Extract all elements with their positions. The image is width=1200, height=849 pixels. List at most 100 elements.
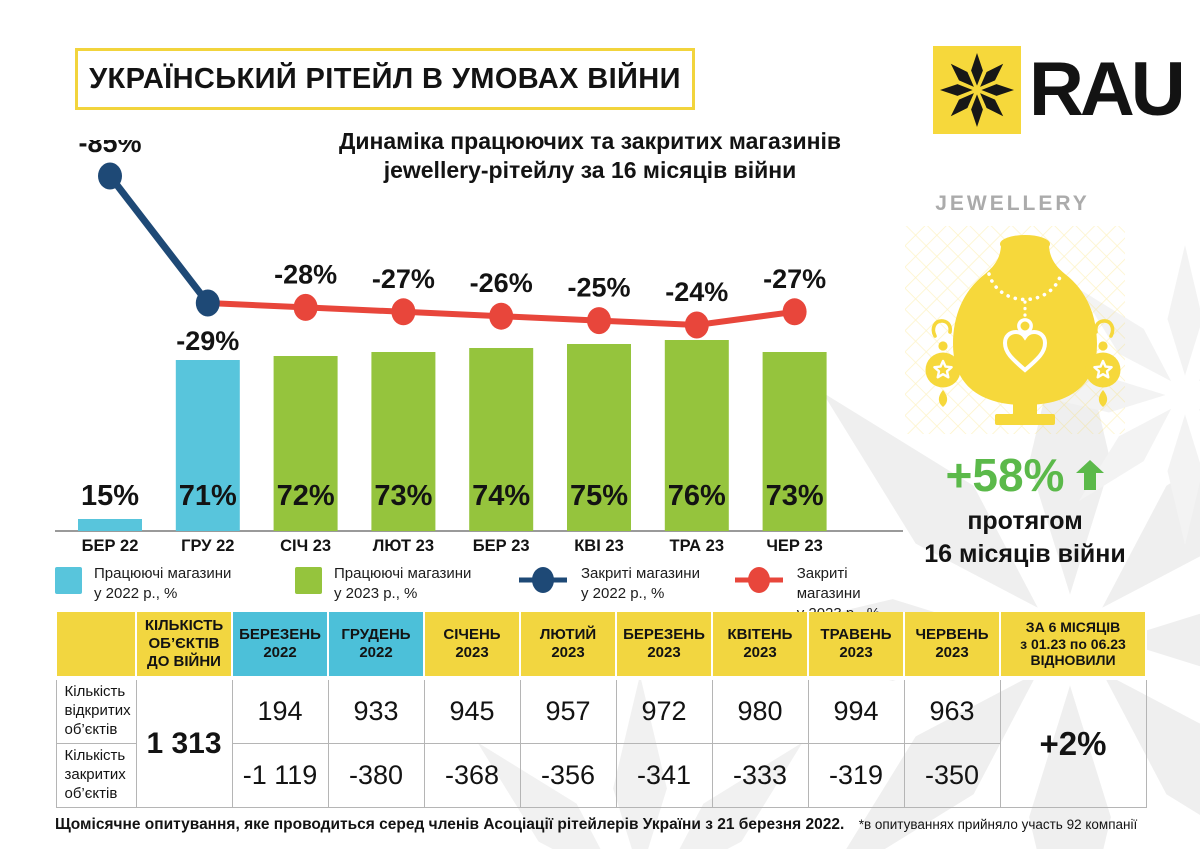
table-header-cell: СІЧЕНЬ 2023 xyxy=(423,612,521,680)
data-table-wrap: КІЛЬКІСТЬ ОБ’ЄКТІВ ДО ВІЙНИ БЕРЕЗЕНЬ 2022… xyxy=(55,612,1147,808)
table-cell: 957 xyxy=(519,677,617,744)
table-cell: -368 xyxy=(423,743,521,808)
table-cell: 945 xyxy=(423,677,521,744)
line-point xyxy=(293,293,318,321)
bar-value-label: 74% xyxy=(472,480,530,512)
table-row: Кількість закритих об’єктів -1 119 -380 -36… xyxy=(55,743,1146,808)
table-row: Кількість відкритих об’єктів 1 313 194 933 9… xyxy=(55,677,1147,808)
line-point xyxy=(98,162,122,190)
chart-bar xyxy=(78,519,142,531)
line-point xyxy=(195,289,220,317)
bar-value-label: 71% xyxy=(179,480,237,512)
line-point xyxy=(587,307,611,335)
table-cell: 994 xyxy=(807,677,905,744)
earring-icon xyxy=(1085,319,1121,407)
legend-line-dot-icon xyxy=(735,567,783,593)
growth-percent: +58% xyxy=(945,449,1065,501)
table-header-cell: ГРУДЕНЬ 2022 xyxy=(327,612,425,680)
table-cell: 972 xyxy=(615,677,713,744)
chart-bar xyxy=(469,348,534,531)
legend-label: Працюючі магазини у 2023 р., % xyxy=(334,565,472,602)
data-table: КІЛЬКІСТЬ ОБ’ЄКТІВ ДО ВІЙНИ БЕРЕЗЕНЬ 2022… xyxy=(55,612,1147,808)
necklace-chain xyxy=(987,272,1063,302)
line-point xyxy=(391,298,416,326)
jewellery-panel-label: JEWELLERY xyxy=(935,192,1090,215)
x-axis-label: ТРА 23 xyxy=(670,537,725,555)
title-banner: УКРАЇНСЬКИЙ РІТЕЙЛ В УМОВАХ ВІЙНИ xyxy=(75,48,695,110)
line-value-label: -29% xyxy=(176,326,239,356)
chart-bar xyxy=(664,340,729,531)
footer-note: Щомісячне опитування, яке проводиться се… xyxy=(55,816,1155,834)
page-title: УКРАЇНСЬКИЙ РІТЕЙЛ В УМОВАХ ВІЙНИ xyxy=(89,62,681,95)
table-header-cell: ТРАВЕНЬ 2023 xyxy=(807,612,905,680)
table-cell: -1 119 xyxy=(231,743,329,808)
legend-swatch-icon xyxy=(55,567,82,594)
line-value-label: -25% xyxy=(567,273,630,303)
x-axis-label: СІЧ 23 xyxy=(280,537,331,555)
table-header-cell: БЕРЕЗЕНЬ 2023 xyxy=(615,612,713,680)
table-header-cell: КІЛЬКІСТЬ ОБ’ЄКТІВ ДО ВІЙНИ xyxy=(135,612,233,680)
chart-title: Динаміка працюючих та закритих магазинів… xyxy=(338,128,842,184)
bar-value-label: 76% xyxy=(668,480,726,512)
recovery-percent-cell: +2% xyxy=(999,677,1147,808)
line-value-label: -26% xyxy=(470,268,533,298)
line-value-label: -27% xyxy=(763,264,826,294)
chart-bar xyxy=(762,352,827,531)
chart-bar xyxy=(567,344,631,531)
line-point xyxy=(684,311,709,339)
legend-item: Працюючі магазини у 2023 р., % xyxy=(295,564,471,604)
table-row-label: Кількість відкритих об’єктів xyxy=(55,677,137,744)
growth-note: протягом 16 місяців війни xyxy=(924,507,1126,568)
table-cell: -356 xyxy=(519,743,617,808)
up-arrow-icon xyxy=(1076,460,1105,490)
earring-icon xyxy=(925,319,961,407)
line-point xyxy=(782,298,807,326)
table-cell: -341 xyxy=(615,743,713,808)
table-cell: -350 xyxy=(903,743,1001,808)
footer-participants-note: *в опитуваннях прийняло участь 92 компан… xyxy=(858,817,1138,832)
rau-star-icon xyxy=(933,46,1021,134)
table-row-label: Кількість закритих об’єктів xyxy=(55,743,137,808)
x-axis-label: БЕР 22 xyxy=(82,537,139,555)
table-cell: -319 xyxy=(807,743,905,808)
legend-item: Закриті магазини у 2022 р., % xyxy=(517,564,700,604)
table-header-cell xyxy=(55,612,137,680)
table-header-cell: ЧЕРВЕНЬ 2023 xyxy=(903,612,1001,680)
table-header-cell: БЕРЕЗЕНЬ 2022 xyxy=(231,612,329,680)
chart-bar xyxy=(371,352,436,531)
footer-survey-text: Щомісячне опитування, яке проводиться се… xyxy=(55,816,845,833)
table-cell: 194 xyxy=(231,677,329,744)
chart: 15% 71% 72% 73% 74% 75% 76% 73% БЕР 22 ГРУ 22 СІЧ … xyxy=(55,140,903,555)
chart-legend: Працюючі магазини у 2022 р., % Працюючі м… xyxy=(55,564,915,622)
x-axis-label: БЕР 23 xyxy=(473,537,530,555)
legend-label: Закриті магазини у 2022 р., % xyxy=(581,565,700,602)
table-cell: -333 xyxy=(711,743,809,808)
pendant-ring xyxy=(1017,318,1033,334)
chart-bar xyxy=(175,360,240,531)
pre-war-total-cell: 1 313 xyxy=(135,677,233,808)
rau-logo: RAU xyxy=(933,46,1186,134)
table-cell: 980 xyxy=(711,677,809,744)
chart-bar xyxy=(273,356,338,531)
legend-swatch-icon xyxy=(295,567,322,594)
chart-line xyxy=(107,173,211,306)
table-cell: 933 xyxy=(327,677,425,744)
legend-item: Працюючі магазини у 2022 р., % xyxy=(55,564,231,604)
rau-logo-text: RAU xyxy=(1029,47,1186,132)
bar-value-label: 75% xyxy=(570,480,628,512)
bar-value-label: 73% xyxy=(374,480,432,512)
line-value-label: -24% xyxy=(665,277,728,307)
line-value-label: -27% xyxy=(372,264,435,294)
table-header-cell: ЛЮТИЙ 2023 xyxy=(519,612,617,680)
x-axis-label: КВІ 23 xyxy=(574,537,624,555)
legend-line-dot-icon xyxy=(519,567,567,593)
growth-indicator: +58% xyxy=(905,448,1145,502)
line-point xyxy=(489,302,514,330)
bar-value-label: 15% xyxy=(81,480,139,512)
table-cell: -380 xyxy=(327,743,425,808)
table-cell: 963 xyxy=(903,677,1001,744)
line-value-label: -28% xyxy=(274,259,337,289)
legend-label: Працюючі магазини у 2022 р., % xyxy=(94,565,232,602)
x-axis-label: ЧЕР 23 xyxy=(766,537,823,555)
